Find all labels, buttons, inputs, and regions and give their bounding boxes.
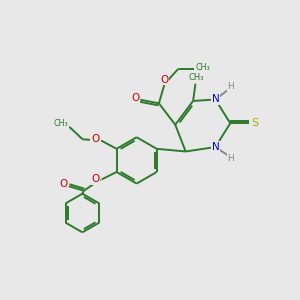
Text: H: H bbox=[227, 154, 234, 163]
Text: CH₃: CH₃ bbox=[54, 119, 68, 128]
Text: CH₃: CH₃ bbox=[188, 73, 204, 82]
Text: O: O bbox=[92, 174, 100, 184]
Text: H: H bbox=[227, 82, 234, 91]
Text: S: S bbox=[252, 118, 259, 128]
Text: O: O bbox=[131, 93, 139, 103]
Text: O: O bbox=[59, 179, 67, 190]
Text: N: N bbox=[212, 142, 219, 152]
Text: O: O bbox=[91, 134, 99, 144]
Text: O: O bbox=[160, 75, 168, 85]
Text: N: N bbox=[212, 94, 219, 104]
Text: CH₃: CH₃ bbox=[196, 63, 210, 72]
